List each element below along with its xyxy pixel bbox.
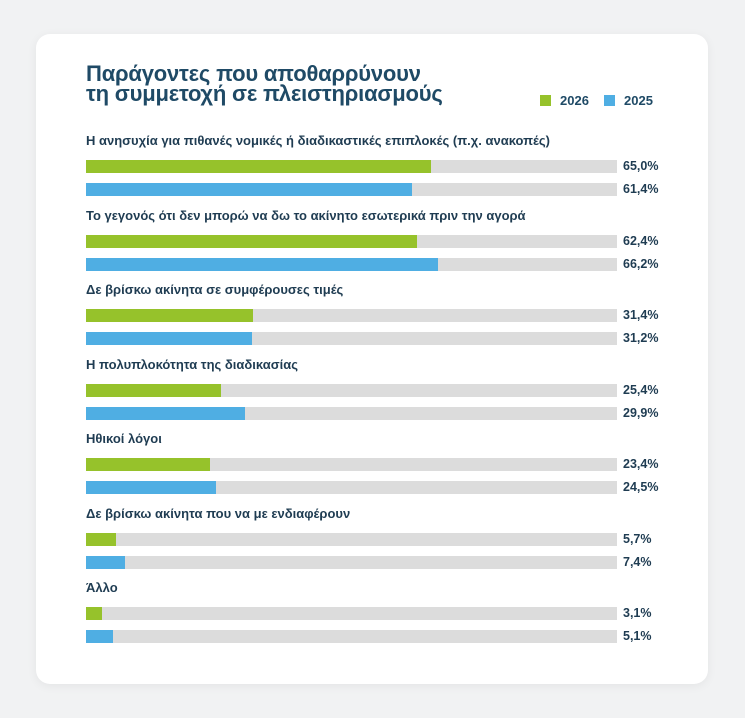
legend-item-2026: 2026	[540, 93, 589, 108]
bar-track	[86, 406, 617, 420]
bar-track	[86, 309, 617, 322]
category-label: Ηθικοί λόγοι	[86, 431, 162, 446]
bar-2025	[86, 257, 438, 271]
chart-title: Παράγοντες που αποθαρρύνουν τη συμμετοχή…	[86, 61, 486, 106]
value-label-2025: 5,1%	[623, 629, 652, 643]
category-label: Η ανησυχία για πιθανές νομικές ή διαδικα…	[86, 133, 551, 148]
category-label: Δε βρίσκω ακίνητα σε συμφέρουσες τιμές	[86, 282, 344, 297]
bar-2026	[86, 607, 103, 620]
bar-track	[86, 183, 617, 196]
bar-2026	[86, 532, 117, 546]
bar-2026	[86, 160, 432, 173]
bar-2025	[86, 555, 126, 569]
bar-track	[86, 458, 617, 471]
bar-2025	[86, 481, 217, 494]
bar-track	[86, 607, 617, 620]
value-label-2026: 31,4%	[623, 308, 659, 322]
value-label-2025: 24,5%	[623, 480, 659, 494]
chart-title-line-2: τη συμμετοχή σε πλειστηριασμούς	[86, 81, 443, 106]
value-label-2025: 61,4%	[623, 182, 659, 196]
bar-track	[86, 555, 617, 569]
bar-track	[86, 481, 617, 494]
legend-label-2025: 2025	[624, 93, 653, 108]
chart-title-line-1: Παράγοντες που αποθαρρύνουν	[86, 61, 421, 86]
category-label: Το γεγονός ότι δεν μπορώ να δω το ακίνητ…	[86, 207, 526, 223]
value-label-2026: 62,4%	[623, 233, 659, 248]
bar-track	[86, 332, 617, 345]
legend-label-2026: 2026	[560, 93, 589, 108]
value-label-2026: 23,4%	[623, 457, 659, 471]
category-label: Η πολυπλοκότητα της διαδικασίας	[86, 356, 298, 372]
category-label: Άλλο	[86, 580, 118, 595]
bar-track	[86, 160, 617, 173]
bar-2026	[86, 383, 221, 397]
bar-track	[86, 532, 617, 546]
legend-swatch-2025	[604, 95, 615, 106]
chart-card	[36, 34, 708, 684]
value-label-2026: 3,1%	[623, 606, 652, 620]
value-label-2025: 29,9%	[623, 405, 659, 420]
legend-item-2025: 2025	[604, 93, 653, 108]
bar-track	[86, 257, 617, 271]
category-label: Δε βρίσκω ακίνητα που να με ενδιαφέρουν	[86, 505, 351, 521]
bar-2025	[86, 183, 413, 196]
bar-2025	[86, 332, 252, 345]
bar-2025	[86, 630, 114, 643]
value-label-2026: 25,4%	[623, 382, 659, 397]
bar-2026	[86, 234, 418, 248]
bar-track	[86, 630, 617, 643]
legend-swatch-2026	[540, 95, 551, 106]
value-label-2026: 5,7%	[623, 531, 652, 546]
bar-track	[86, 383, 617, 397]
value-label-2025: 31,2%	[623, 331, 659, 345]
value-label-2025: 66,2%	[623, 256, 659, 271]
value-label-2025: 7,4%	[623, 554, 652, 569]
value-label-2026: 65,0%	[623, 159, 659, 173]
bar-2026	[86, 458, 211, 471]
bar-2026	[86, 309, 253, 322]
bar-2025	[86, 406, 245, 420]
bar-track	[86, 234, 617, 248]
